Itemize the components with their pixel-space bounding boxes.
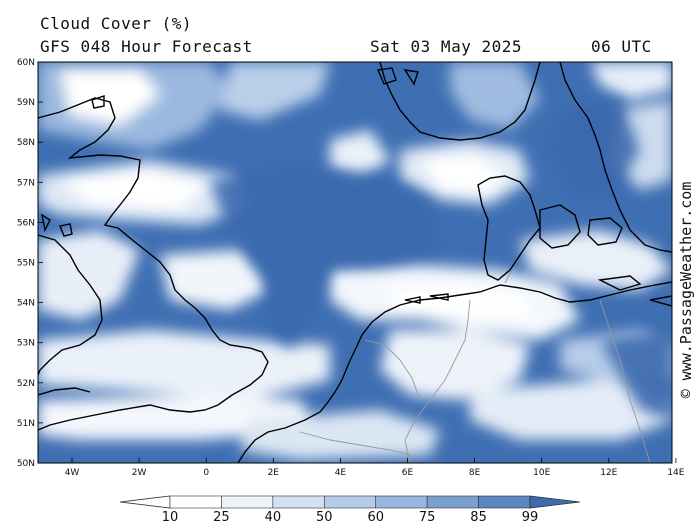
- lon-label: 4E: [335, 468, 347, 478]
- copyright-label: © www.PassageWeather.com: [679, 182, 695, 399]
- lat-label: 53N: [17, 339, 35, 349]
- lon-label: 8E: [469, 468, 481, 478]
- lat-label: 57N: [17, 178, 35, 188]
- colorbar-tick-label: 85: [470, 510, 487, 525]
- lon-label: 2W: [132, 468, 147, 478]
- lat-label: 59N: [17, 98, 35, 108]
- lat-label: 55N: [17, 259, 35, 269]
- lat-label: 58N: [17, 138, 35, 148]
- lat-label: 51N: [17, 419, 35, 429]
- longitude-labels: 4W 2W 0 2E 4E 6E 8E 10E 12E 14E: [65, 458, 685, 478]
- forecast-date: Sat 03 May 2025: [370, 37, 522, 56]
- colorbar: 10 25 40 50 60 75 85 99: [119, 495, 581, 525]
- colorbar-tick-label: 60: [367, 510, 384, 525]
- lon-label: 12E: [600, 468, 617, 478]
- colorbar-max-arrow: [529, 495, 581, 509]
- country-borders: [299, 269, 651, 463]
- colorbar-swatch: [169, 495, 222, 509]
- colorbar-tick-label: 99: [522, 510, 539, 525]
- forecast-time: 06 UTC: [591, 37, 652, 56]
- lat-label: 60N: [17, 58, 35, 68]
- lat-label: 50N: [17, 459, 35, 469]
- colorbar-swatch: [478, 495, 531, 509]
- colorbar-tick-label: 25: [213, 510, 230, 525]
- lon-label: 14E: [667, 468, 684, 478]
- colorbar-swatch: [272, 495, 325, 509]
- cloud-field: [38, 62, 672, 463]
- colorbar-tick-label: 50: [316, 510, 333, 525]
- lon-label: 0: [203, 468, 209, 478]
- colorbar-swatch: [323, 495, 377, 509]
- colorbar-min-arrow: [119, 495, 171, 509]
- forecast-model-label: GFS 048 Hour Forecast: [40, 37, 253, 56]
- lon-label: 2E: [268, 468, 280, 478]
- colorbar-tick-label: 40: [265, 510, 282, 525]
- colorbar-tick-label: 75: [419, 510, 436, 525]
- colorbar-tick-label: 10: [162, 510, 179, 525]
- lon-label: 6E: [402, 468, 414, 478]
- lon-label: 4W: [65, 468, 80, 478]
- map-title: Cloud Cover (%): [40, 14, 192, 33]
- coastlines: [38, 62, 672, 463]
- colorbar-swatch: [221, 495, 274, 509]
- lon-label: 10E: [533, 468, 550, 478]
- lat-label: 54N: [17, 299, 35, 309]
- latitude-labels: 60N 59N 58N 57N 56N 55N 54N 53N 52N 51N 50N: [17, 58, 43, 469]
- colorbar-swatch: [375, 495, 428, 509]
- credit-text: © www.PassageWeather.com: [679, 182, 695, 399]
- lat-label: 52N: [17, 379, 35, 389]
- colorbar-swatch: [426, 495, 479, 509]
- lat-label: 56N: [17, 218, 35, 228]
